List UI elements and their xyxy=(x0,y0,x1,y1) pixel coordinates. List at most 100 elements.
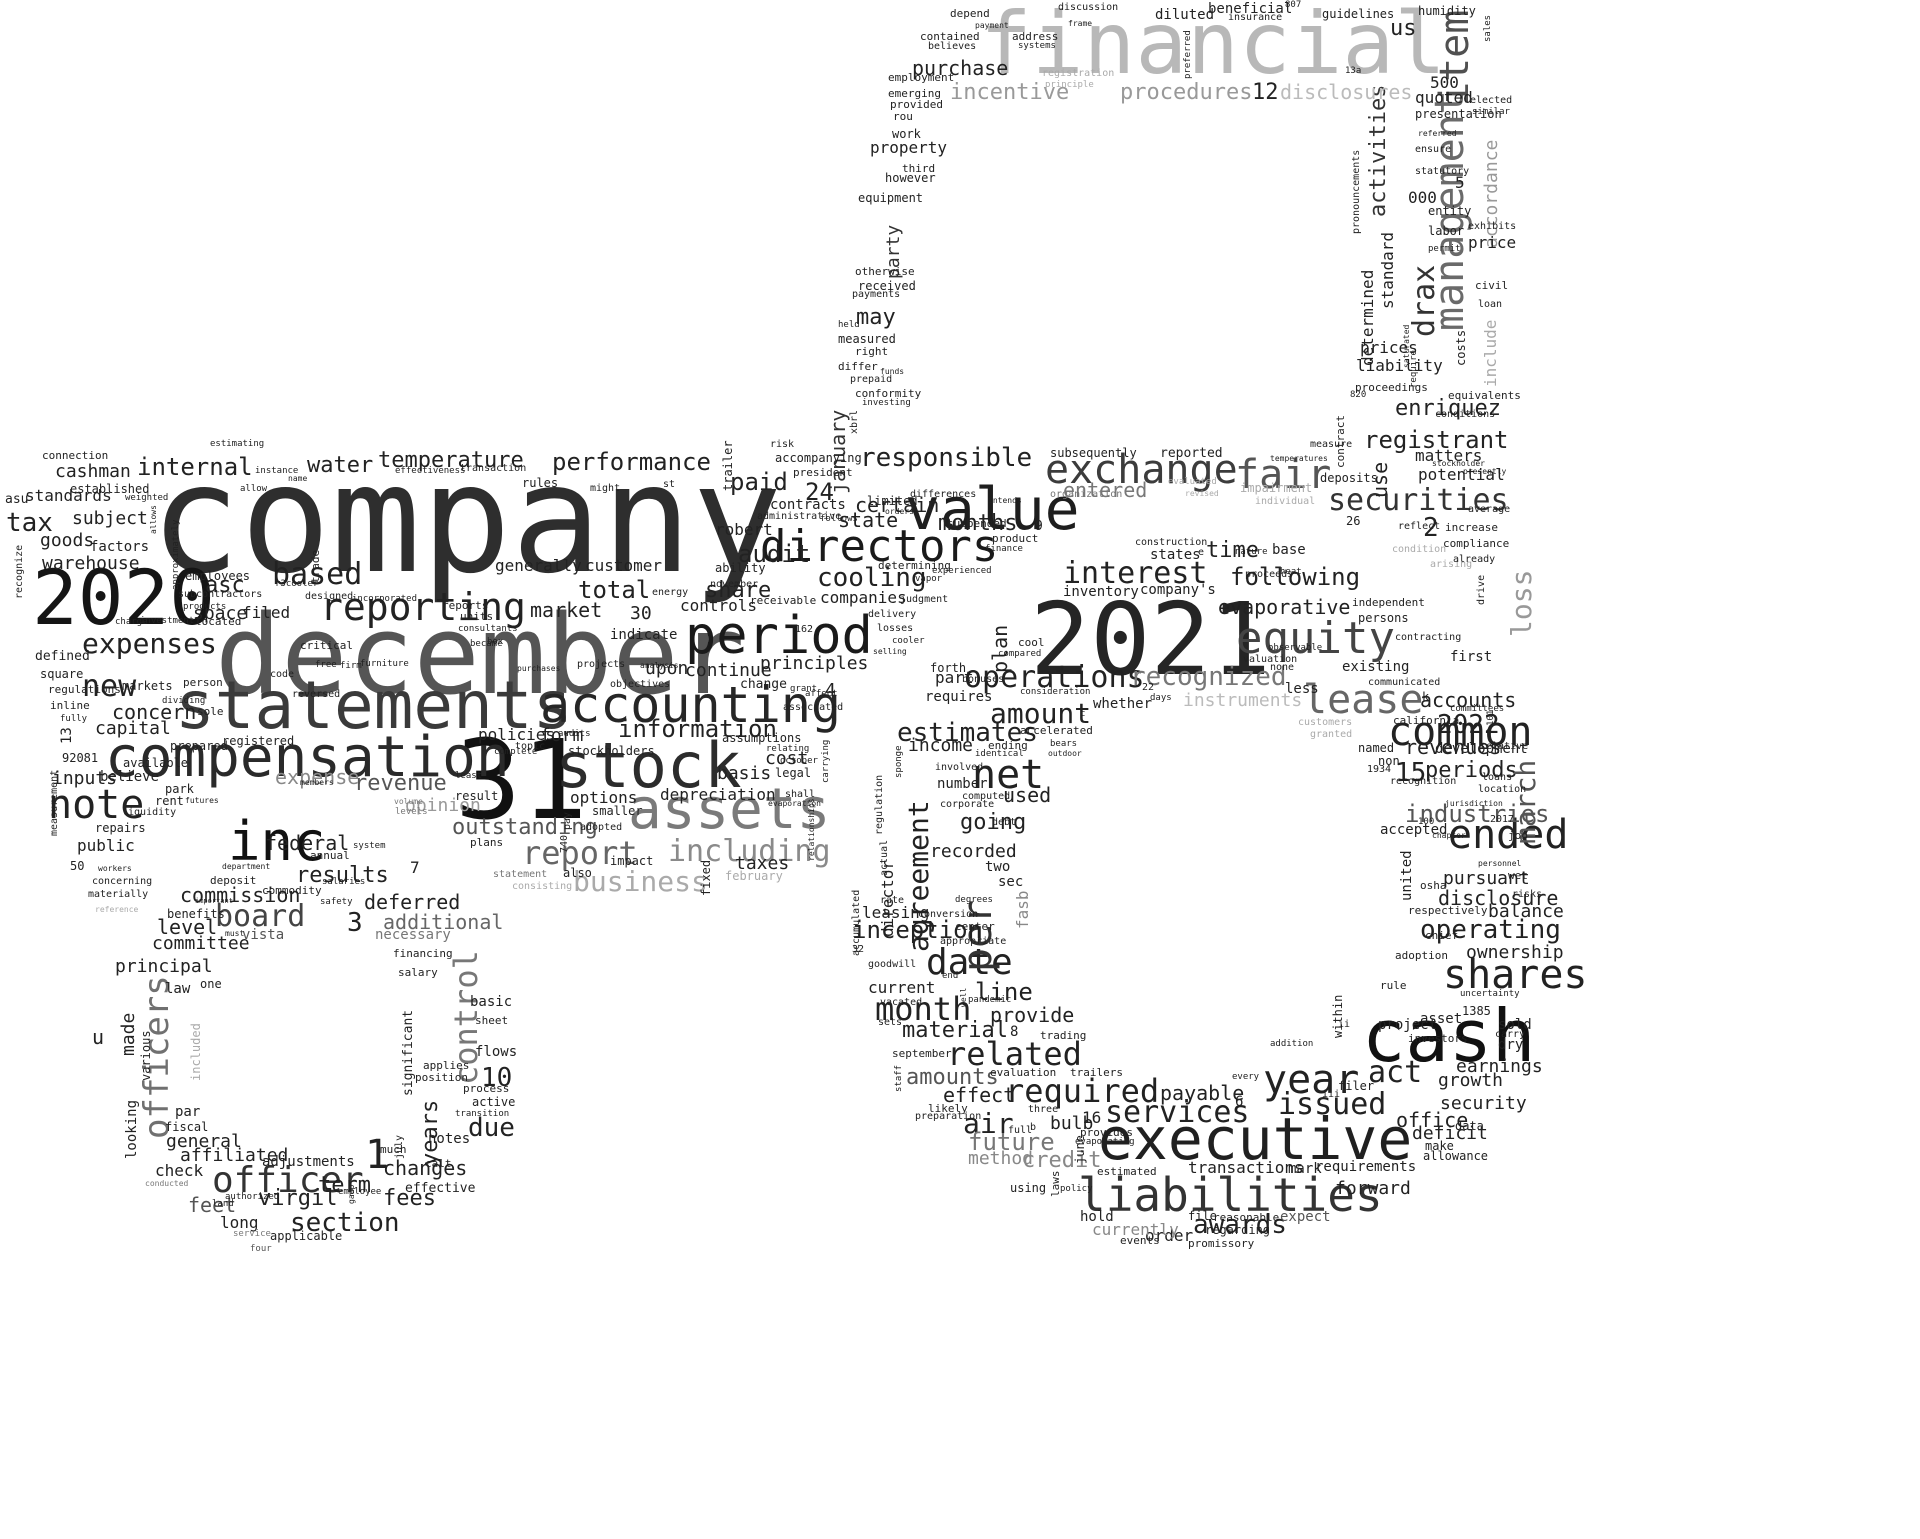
word-form: form xyxy=(540,725,584,746)
word-investment: investment xyxy=(140,616,195,626)
word-may: may xyxy=(856,305,896,330)
word-due: due xyxy=(468,1113,515,1143)
word-depreciation: depreciation xyxy=(660,785,776,804)
word-robert: robert xyxy=(715,520,773,539)
word-energy: energy xyxy=(652,587,689,598)
word-sheet: sheet xyxy=(475,1014,509,1027)
word-10: 10 xyxy=(481,1063,513,1093)
word-cost: cost xyxy=(765,748,809,769)
word-presently: presently xyxy=(1463,467,1507,476)
word-events: events xyxy=(1120,1234,1160,1247)
word-february: february xyxy=(725,869,783,883)
word-2020: 2020 xyxy=(32,553,216,642)
word-united: united xyxy=(1399,850,1415,901)
word-heat: heat xyxy=(1280,567,1302,577)
word-factors: factors xyxy=(90,539,150,555)
word-procedures: procedures xyxy=(1120,80,1253,105)
word-shall: shall xyxy=(785,789,816,800)
word-believes: believes xyxy=(928,41,977,52)
word-rou: rou xyxy=(893,110,913,123)
word-investing: investing xyxy=(862,398,911,408)
word-make: make xyxy=(1425,1139,1454,1153)
word-plans: plans xyxy=(470,836,504,849)
word-pronouncements: pronouncements xyxy=(1351,150,1362,235)
word-diluted: diluted xyxy=(1155,7,1215,23)
word-net: net xyxy=(972,752,1045,798)
word-associated: associated xyxy=(783,702,844,713)
word-three: three xyxy=(1028,1104,1059,1115)
word-deposit: deposit xyxy=(210,874,257,887)
word-filed: filed xyxy=(242,603,291,622)
word-customers: customers xyxy=(1298,717,1353,728)
word-vista: vista xyxy=(242,927,285,943)
word-term: term xyxy=(318,1173,371,1198)
word-balance: balance xyxy=(1488,901,1564,922)
word-prepaid: prepaid xyxy=(850,374,893,385)
word-common: common xyxy=(1388,709,1533,755)
word-humidity: humidity xyxy=(1418,4,1476,18)
word-reasonable: reasonable xyxy=(1213,1211,1280,1224)
word-act: act xyxy=(1368,1055,1423,1090)
word-currently: currently xyxy=(1092,1220,1179,1239)
word-must: must xyxy=(225,929,245,938)
word-fasb: fasb xyxy=(1013,890,1032,929)
word-requires: requires xyxy=(925,689,993,705)
word-740: 740 xyxy=(559,835,570,854)
word-periods: periods xyxy=(1425,758,1518,783)
word-permit: permit xyxy=(1428,244,1461,254)
word-31: 31 xyxy=(455,716,588,844)
word-approximately: approximately xyxy=(171,520,181,591)
word-equity: equity xyxy=(1236,613,1395,664)
word-charge: charge xyxy=(115,617,148,627)
word-september: september xyxy=(892,1047,952,1060)
word-financial: financial xyxy=(980,0,1446,94)
word-involved: involved xyxy=(935,762,984,773)
word-computed: computed xyxy=(962,791,1011,802)
word-consisting: consisting xyxy=(512,881,573,892)
word-arising: arising xyxy=(1430,559,1473,570)
word-8: 8 xyxy=(1010,1024,1019,1040)
word-inception: inception xyxy=(852,916,983,944)
word-income: income xyxy=(908,735,974,756)
word-u: u xyxy=(92,1025,105,1049)
word-levels: levels xyxy=(395,807,428,817)
word-principle: principle xyxy=(1045,80,1094,90)
word-funds: funds xyxy=(880,367,905,376)
word-evaluated: evaluated xyxy=(1168,477,1217,487)
word-matters: matters xyxy=(1415,446,1483,465)
word-objectives: objectives xyxy=(610,679,671,690)
word-company: company xyxy=(150,433,783,607)
word-emerging: emerging xyxy=(888,87,941,100)
word-determining: determining xyxy=(878,559,951,572)
word-warehouse: warehouse xyxy=(42,553,140,574)
word-whether: whether xyxy=(1093,696,1153,712)
word-lease: lease xyxy=(1303,677,1424,723)
word-trading: trading xyxy=(1040,1029,1087,1042)
word-date: date xyxy=(926,942,1013,983)
word-responsible: responsible xyxy=(860,443,1033,473)
word-committee: committee xyxy=(152,933,250,954)
word-products: products xyxy=(183,602,227,612)
word-bears: bears xyxy=(1050,739,1078,749)
word-nature: nature xyxy=(1235,547,1268,557)
word-company-s: company's xyxy=(1140,582,1216,598)
word-amounts: amounts xyxy=(906,1065,999,1090)
word-designed: designed xyxy=(305,591,354,602)
word-legal: legal xyxy=(775,766,812,780)
word-new: new xyxy=(82,669,137,704)
word-service: service xyxy=(233,1229,271,1239)
word-cool: cool xyxy=(1018,636,1045,649)
word-us: us xyxy=(1390,16,1417,41)
word-revenue: revenue xyxy=(354,771,447,796)
word-concern: concern xyxy=(112,700,197,724)
word-months: months xyxy=(938,511,1018,536)
word-total: total xyxy=(578,576,651,604)
word-inline: inline xyxy=(50,699,90,712)
word-dividing: dividing xyxy=(162,696,206,706)
word-job: job xyxy=(1508,829,1528,842)
word-22: 22 xyxy=(1142,682,1155,693)
word-carrying: carrying xyxy=(821,740,831,784)
word-receivable: receivable xyxy=(750,594,817,607)
word-relative: relative xyxy=(1480,741,1529,752)
word-allows: allows xyxy=(149,505,158,534)
